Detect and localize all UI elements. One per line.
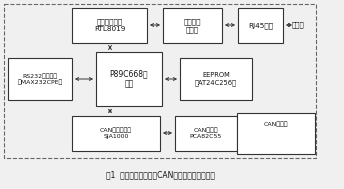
Text: CAN局域网: CAN局域网 (264, 121, 288, 127)
Bar (4, 4, 316, 158)
Text: RJ45接口: RJ45接口 (248, 22, 273, 29)
Text: 耦合隔离
滤波器: 耦合隔离 滤波器 (184, 18, 201, 33)
Text: P89C668控
制器: P89C668控 制器 (110, 69, 148, 89)
Bar (180, 58, 252, 100)
Bar (175, 116, 237, 151)
Bar (238, 8, 283, 43)
Text: 以太网: 以太网 (292, 22, 305, 28)
Bar (96, 52, 162, 106)
Bar (163, 8, 222, 43)
Bar (72, 8, 147, 43)
Text: 以太网控制器
RTL8019: 以太网控制器 RTL8019 (94, 19, 125, 32)
Bar (237, 113, 315, 154)
Bar (72, 116, 160, 151)
Bar (8, 58, 72, 100)
Text: RS232串行接口
（MAX232CPE）: RS232串行接口 （MAX232CPE） (18, 73, 63, 85)
Text: 图1  以太网与现场总线CAN协议转换桥系统框图: 图1 以太网与现场总线CAN协议转换桥系统框图 (106, 170, 215, 180)
Text: CAN收发器
PCA82C55: CAN收发器 PCA82C55 (190, 128, 222, 139)
Text: EEPROM
（AT24C256）: EEPROM （AT24C256） (195, 72, 237, 86)
Text: CAN总线控制器
SJA1000: CAN总线控制器 SJA1000 (100, 128, 132, 139)
